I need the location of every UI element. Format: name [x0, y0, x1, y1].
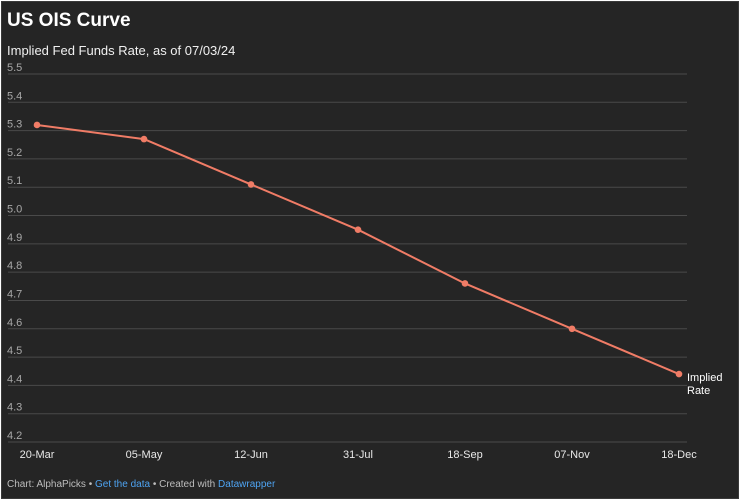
get-the-data-link[interactable]: Get the data: [95, 479, 151, 490]
series-label: Implied Rate: [687, 372, 722, 397]
data-point[interactable]: [247, 181, 255, 188]
data-point[interactable]: [33, 121, 41, 129]
series-label-line: Rate: [687, 385, 710, 397]
data-point[interactable]: [461, 280, 469, 287]
x-tick-label: 18-Dec: [661, 449, 697, 461]
x-tick-label: 18-Sep: [447, 449, 482, 461]
series-implied-rate: [33, 121, 683, 378]
chart-subtitle: Implied Fed Funds Rate, as of 07/03/24: [7, 43, 236, 58]
y-tick-label: 5.4: [7, 90, 22, 102]
series-label-line: Implied: [687, 372, 722, 384]
data-point[interactable]: [675, 370, 683, 378]
y-tick-label: 5.3: [7, 119, 22, 131]
chart-footer: Chart: AlphaPicks • Get the data • Creat…: [7, 479, 275, 490]
x-tick-label: 31-Jul: [343, 449, 373, 461]
x-tick-label: 20-Mar: [20, 449, 55, 461]
x-tick-label: 07-Nov: [554, 449, 590, 461]
y-tick-label: 4.2: [7, 430, 22, 442]
x-axis-ticks: 20-Mar 05-May 12-Jun 31-Jul 18-Sep 07-Nov 18-D…: [20, 449, 698, 461]
y-tick-label: 4.8: [7, 260, 22, 272]
y-tick-label: 4.5: [7, 345, 22, 357]
y-tick-label: 4.7: [7, 288, 22, 300]
data-point[interactable]: [140, 135, 148, 143]
y-tick-label: 5.5: [7, 62, 22, 74]
y-axis-ticks: 4.2 4.3 4.4 4.5 4.6 4.7 4.8 4.9 5.0 5.1 5.2 5.3 5.4 5…: [7, 62, 22, 442]
footer-created-with: • Created with: [150, 479, 219, 490]
y-tick-label: 4.4: [7, 373, 22, 385]
y-tick-label: 5.1: [7, 175, 22, 187]
footer-separator: •: [85, 479, 95, 490]
series-line: [36, 123, 680, 375]
chart-title: US OIS Curve: [7, 10, 131, 31]
data-point[interactable]: [354, 226, 362, 233]
x-tick-label: 12-Jun: [234, 449, 268, 461]
data-point[interactable]: [568, 325, 576, 333]
y-tick-label: 5.0: [7, 204, 22, 216]
footer-source: Chart: AlphaPicks: [7, 479, 86, 490]
grid-lines: [8, 73, 687, 443]
x-tick-label: 05-May: [126, 449, 163, 461]
y-tick-label: 4.6: [7, 317, 22, 329]
datawrapper-link[interactable]: Datawrapper: [218, 479, 276, 490]
y-tick-label: 4.3: [7, 402, 22, 414]
y-tick-label: 5.2: [7, 147, 22, 159]
y-tick-label: 4.9: [7, 232, 22, 244]
